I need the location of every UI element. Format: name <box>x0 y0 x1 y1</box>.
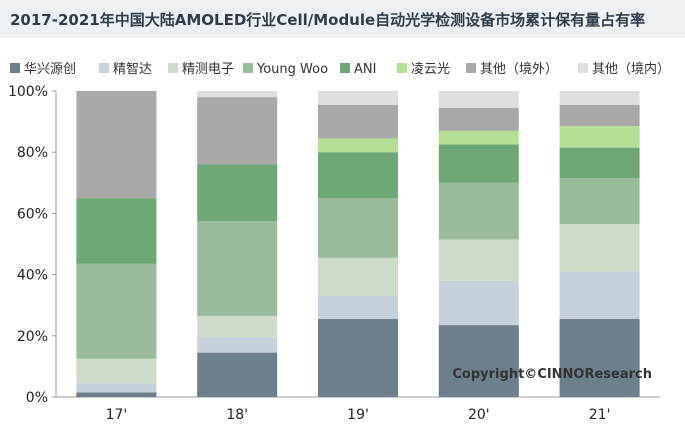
bar-segment <box>76 198 157 264</box>
bar-segment <box>438 325 519 397</box>
y-tick-label: 60% <box>17 206 48 222</box>
bar-segment <box>76 263 157 359</box>
bar-segment <box>438 107 519 131</box>
legend-swatch <box>340 63 350 73</box>
bar-segment <box>197 164 278 222</box>
bar-segment <box>318 257 398 297</box>
bar-segment <box>438 280 519 326</box>
bar-segment <box>438 91 519 108</box>
bar-segment <box>438 239 519 281</box>
bar-segment <box>318 138 398 153</box>
x-tick-label: 18' <box>226 407 248 423</box>
bar-segment <box>318 296 398 319</box>
legend-swatch <box>466 63 476 73</box>
bar-segment <box>197 352 278 397</box>
bar-segment <box>76 383 157 393</box>
legend-label: 华兴源创 <box>24 62 76 77</box>
y-tick-label: 80% <box>17 145 48 161</box>
x-tick-label: 21' <box>589 407 611 423</box>
legend-label: ANI <box>354 62 376 77</box>
legend-swatch <box>243 63 253 73</box>
legend-label: 其他（境内） <box>592 61 670 77</box>
bar-segment <box>559 271 640 319</box>
bar-segment <box>318 318 398 397</box>
legend-label: Young Woo <box>256 62 328 77</box>
legend-label: 凌云光 <box>411 62 450 77</box>
y-tick-label: 20% <box>17 329 48 345</box>
bar-segment <box>438 182 519 240</box>
bar-segment <box>318 198 398 258</box>
y-tick-label: 0% <box>26 390 48 406</box>
bar-segment <box>438 130 519 145</box>
title-bar: 2017-2021年中国大陆AMOLED行业Cell/Module自动光学检测设… <box>0 0 685 38</box>
bar-segment <box>76 392 157 397</box>
bar-segment <box>559 91 640 105</box>
bar-segment <box>559 147 640 179</box>
bar-segment <box>197 315 278 338</box>
bar-segment <box>318 152 398 199</box>
bar-segment <box>559 126 640 148</box>
bar-segment <box>197 221 278 316</box>
y-tick-label: 100% <box>8 84 48 100</box>
legend-swatch <box>10 63 20 73</box>
legend-swatch <box>397 63 407 73</box>
legend-swatch <box>99 63 109 73</box>
x-tick-label: 17' <box>106 407 128 423</box>
bar-segment <box>559 178 640 225</box>
legend-swatch <box>578 63 588 73</box>
legend-label: 其他（境外） <box>480 62 558 77</box>
x-tick-label: 19' <box>347 407 369 423</box>
bar-segment <box>559 318 640 397</box>
bar-segment <box>559 104 640 127</box>
legend-label: 精智达 <box>113 62 152 77</box>
bar-segment <box>197 337 278 353</box>
legend-swatch <box>168 63 178 73</box>
chart-title: 2017-2021年中国大陆AMOLED行业Cell/Module自动光学检测设… <box>10 10 646 29</box>
bar-segment <box>197 97 278 165</box>
copyright-text: Copyright©CINNOResearch <box>452 367 652 382</box>
bar-segment <box>318 91 398 105</box>
bar-segment <box>318 104 398 139</box>
y-tick-label: 40% <box>17 268 48 284</box>
x-tick-label: 20' <box>468 407 490 423</box>
bar-segment <box>76 91 157 199</box>
bar-segment <box>197 91 278 98</box>
legend-label: 精测电子 <box>182 62 234 77</box>
bar-segment <box>559 224 640 272</box>
bar-segment <box>438 144 519 183</box>
bar-segment <box>76 358 157 384</box>
